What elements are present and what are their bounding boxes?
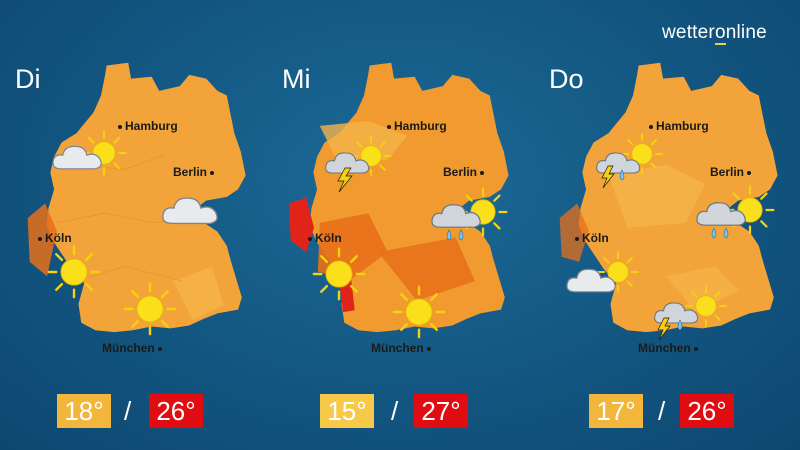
city-koeln: Köln [305, 231, 342, 245]
city-koeln: Köln [35, 231, 72, 245]
day-label: Di [15, 64, 41, 94]
max-temp: 27° [414, 394, 468, 428]
temperature-range: 17° / 26° [534, 394, 800, 430]
germany-temperature-map [559, 58, 800, 341]
city-berlin: Berlin [443, 165, 487, 179]
sun-icon [123, 282, 177, 336]
city-berlin: Berlin [710, 165, 754, 179]
day-label: Do [549, 64, 584, 94]
day-label: Mi [282, 64, 311, 94]
germany-temperature-map [27, 58, 266, 336]
min-temp: 15° [320, 394, 374, 428]
city-berlin: Berlin [173, 165, 217, 179]
city-koeln: Köln [572, 231, 609, 245]
city-muenchen: München [102, 341, 165, 355]
sun-icon [392, 285, 446, 339]
city-hamburg: Hamburg [384, 119, 447, 133]
forecast-panel-di: Di Hamburg Berlin Köln München 18° / 26° [0, 0, 266, 450]
city-hamburg: Hamburg [646, 119, 709, 133]
temperature-range: 15° / 27° [267, 394, 533, 430]
germany-temperature-map [288, 58, 533, 339]
temperature-range: 18° / 26° [0, 394, 266, 430]
sun-icon [458, 187, 508, 237]
sun-icon [47, 245, 101, 299]
forecast-panel-do: Do Hamburg Berlin Köln München 17° / 26° [534, 0, 800, 450]
sun-icon [312, 247, 366, 301]
forecast-panel-mi: Mi Hamburg Berlin Köln München 15° / 27° [267, 0, 533, 450]
separator: / [658, 396, 666, 426]
max-temp: 26° [680, 394, 734, 428]
city-hamburg: Hamburg [115, 119, 178, 133]
min-temp: 17° [589, 394, 643, 428]
brand-logo: wetteronline [662, 22, 767, 45]
separator: / [391, 396, 399, 426]
min-temp: 18° [57, 394, 111, 428]
max-temp: 26° [149, 394, 203, 428]
city-muenchen: München [638, 341, 701, 355]
separator: / [124, 396, 132, 426]
city-muenchen: München [371, 341, 434, 355]
sun-icon [725, 185, 775, 235]
